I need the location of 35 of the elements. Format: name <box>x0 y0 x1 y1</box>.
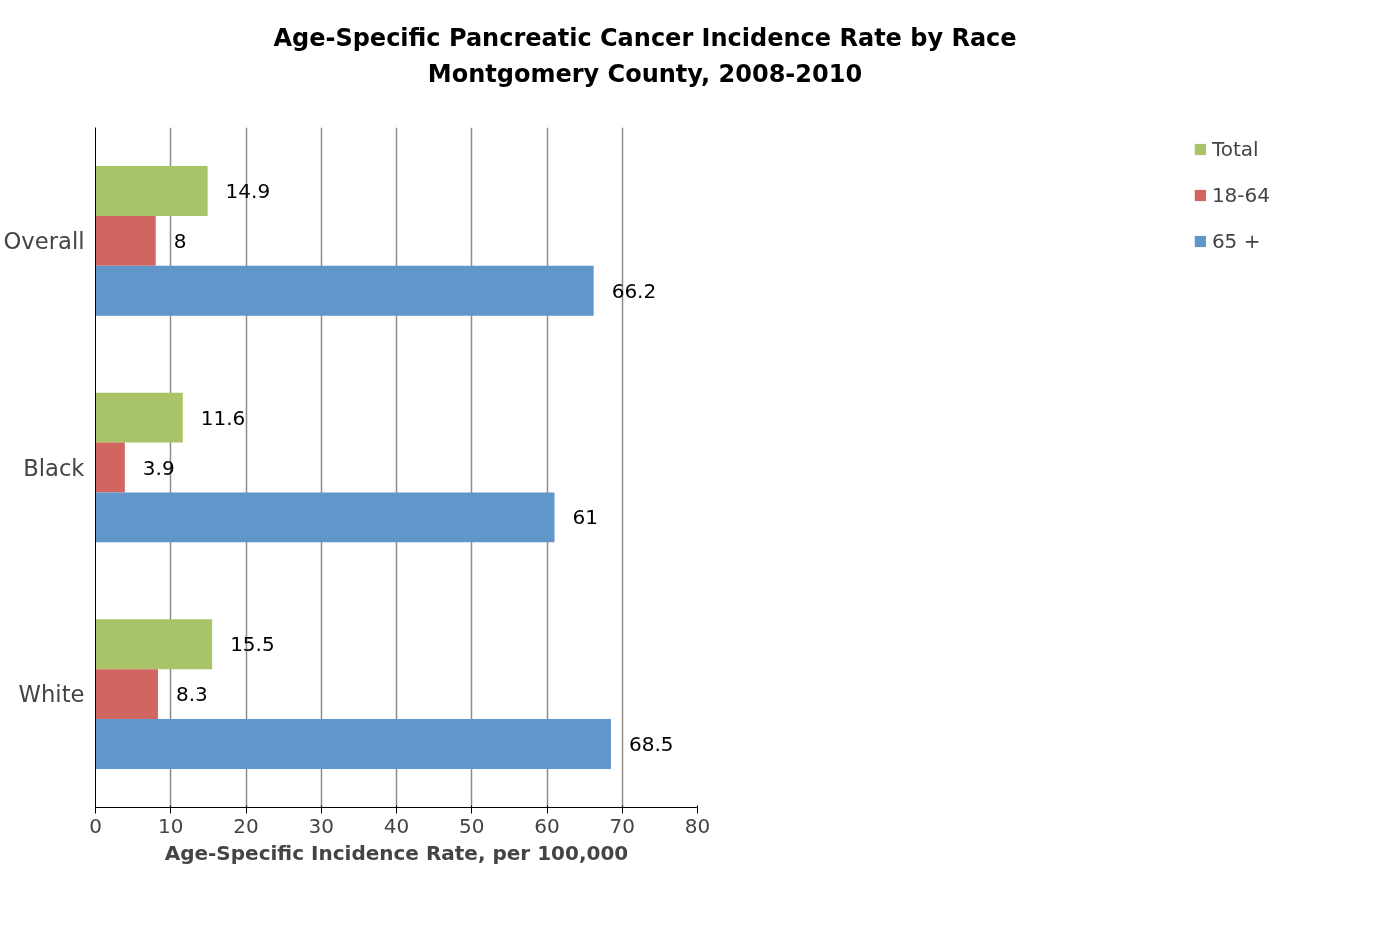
data-label: 3.9 <box>142 455 175 480</box>
x-tick-label: 0 <box>89 813 102 838</box>
y-tick-label: White <box>18 681 85 708</box>
x-tick-label: 10 <box>158 813 184 838</box>
data-label: 68.5 <box>628 732 674 757</box>
bar <box>95 619 213 670</box>
data-label: 61 <box>572 505 598 530</box>
data-label: 14.9 <box>225 178 271 203</box>
bar <box>95 265 594 316</box>
x-tick-label: 70 <box>609 813 635 838</box>
x-tick-label: 30 <box>308 813 334 838</box>
bar <box>95 166 208 216</box>
x-tick-label: 60 <box>534 813 560 838</box>
bar <box>95 215 156 266</box>
bar <box>95 669 158 720</box>
data-label: 8.3 <box>175 682 208 707</box>
y-tick-label: Overall <box>3 227 85 254</box>
bar <box>95 392 183 443</box>
x-tick-label: 80 <box>684 813 711 838</box>
x-tick-label: 20 <box>233 813 259 838</box>
legend-label: 65 + <box>1211 229 1261 253</box>
legend-label: Total <box>1211 137 1259 161</box>
data-label: 66.2 <box>611 278 657 303</box>
legend-label: 18-64 <box>1211 183 1270 207</box>
x-tick-label: 50 <box>459 813 485 838</box>
y-tick-label: Black <box>23 454 86 481</box>
data-label: 11.6 <box>200 405 246 430</box>
data-label: 15.5 <box>230 632 275 657</box>
data-label: 8 <box>173 228 187 253</box>
x-tick-label: 40 <box>383 813 410 838</box>
chart-title: Age-Specific Pancreatic Cancer Incidence Rate by Race Montgomery County, 2008-2010 <box>273 23 1017 90</box>
bar <box>95 719 611 769</box>
bar <box>95 492 555 543</box>
x-axis-title: Age-Specific Incidence Rate, per 100,000 <box>164 840 629 865</box>
bar <box>95 442 125 493</box>
